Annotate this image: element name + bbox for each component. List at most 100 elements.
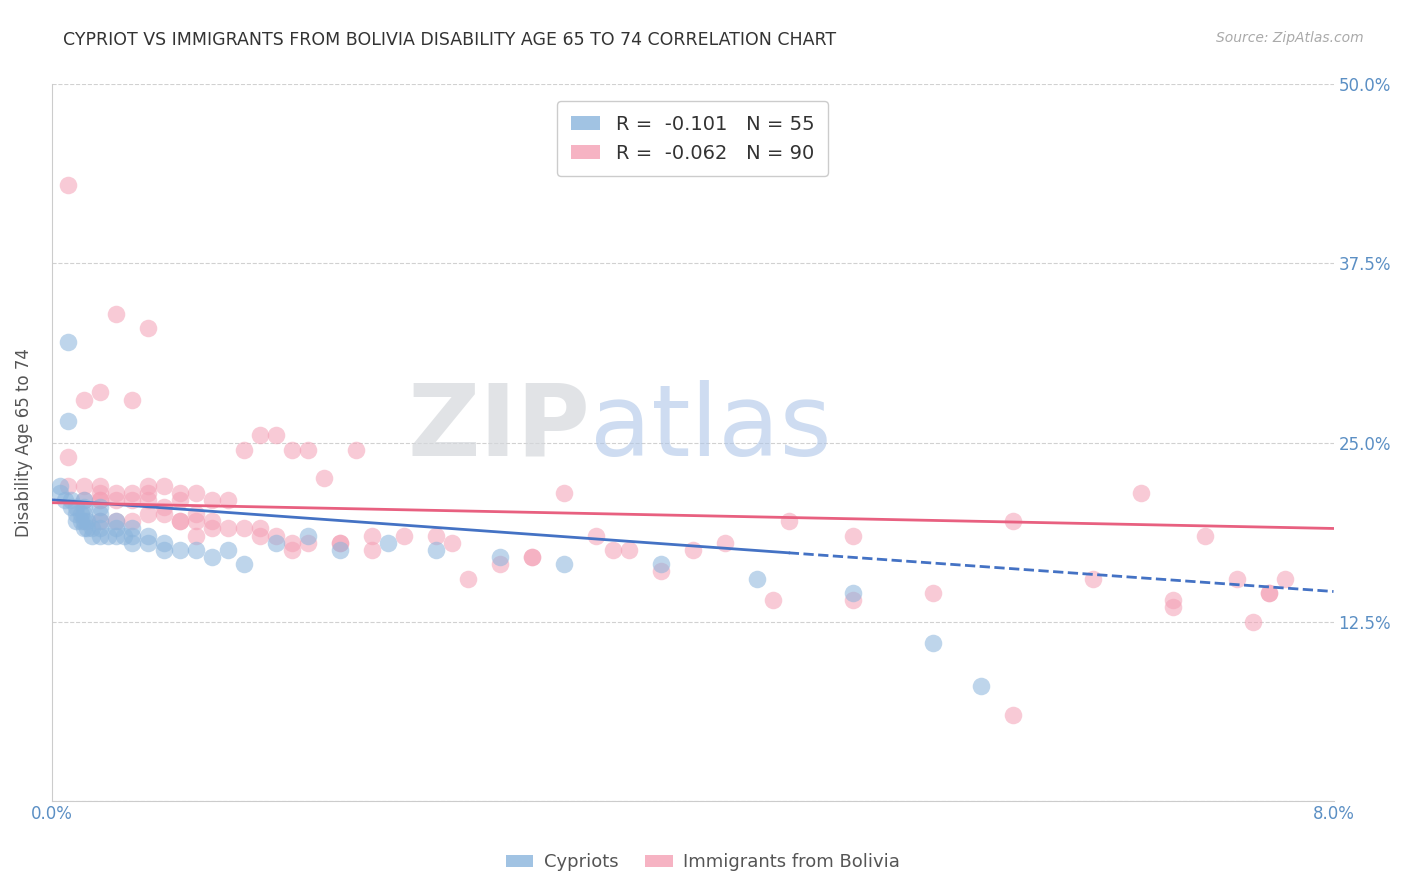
Point (361, 528, 384, 542)
Point (249, 521, 271, 535)
Point (1002, 514, 1025, 528)
Point (104, 521, 127, 535)
Point (553, 558, 575, 572)
Point (73, 478, 96, 492)
Point (73, 507, 96, 521)
Point (136, 321, 159, 335)
Point (49, 485, 72, 500)
Point (281, 442, 304, 457)
Point (264, 528, 287, 542)
Point (184, 528, 207, 542)
Point (522, 550, 544, 565)
Point (184, 507, 207, 521)
Point (104, 514, 127, 528)
Point (201, 514, 224, 528)
Point (970, 679, 993, 693)
Point (56, 478, 79, 492)
Point (104, 307, 127, 321)
Point (89, 514, 111, 528)
Text: ZIP: ZIP (408, 380, 591, 476)
Point (1161, 593, 1184, 607)
Point (112, 528, 135, 542)
Point (184, 543, 207, 558)
Point (361, 543, 384, 558)
Point (121, 492, 143, 507)
Point (56, 178, 79, 192)
Point (233, 521, 256, 535)
Point (329, 543, 352, 558)
Text: Source: ZipAtlas.com: Source: ZipAtlas.com (1216, 31, 1364, 45)
Point (73, 492, 96, 507)
Point (1002, 707, 1025, 722)
Point (249, 528, 271, 542)
Legend: Cypriots, Immigrants from Bolivia: Cypriots, Immigrants from Bolivia (499, 847, 907, 879)
Point (201, 492, 224, 507)
Point (169, 514, 191, 528)
Point (89, 485, 111, 500)
Point (136, 492, 159, 507)
Point (762, 593, 785, 607)
Point (136, 485, 159, 500)
Point (153, 507, 176, 521)
Point (617, 543, 640, 558)
Point (922, 636, 945, 650)
Point (89, 514, 111, 528)
Point (201, 550, 224, 565)
Point (264, 428, 287, 442)
Point (457, 572, 479, 586)
Point (59, 492, 82, 507)
Point (425, 543, 447, 558)
Point (1241, 615, 1264, 629)
Point (682, 543, 704, 558)
Point (89, 492, 111, 507)
Point (329, 536, 352, 550)
Point (1161, 600, 1184, 615)
Point (650, 565, 672, 579)
Point (650, 558, 672, 572)
Point (489, 550, 512, 565)
Point (425, 528, 447, 542)
Point (233, 442, 256, 457)
Point (169, 485, 191, 500)
Point (104, 514, 127, 528)
Point (489, 558, 512, 572)
Point (136, 536, 159, 550)
Point (121, 528, 143, 542)
Point (80, 528, 103, 542)
Point (89, 507, 111, 521)
Point (53, 492, 76, 507)
Point (264, 536, 287, 550)
Point (153, 500, 176, 514)
Point (522, 550, 544, 565)
Point (65, 507, 87, 521)
Legend: R =  -0.101   N = 55, R =  -0.062   N = 90: R = -0.101 N = 55, R = -0.062 N = 90 (557, 102, 828, 177)
Point (153, 478, 176, 492)
Text: CYPRIOT VS IMMIGRANTS FROM BOLIVIA DISABILITY AGE 65 TO 74 CORRELATION CHART: CYPRIOT VS IMMIGRANTS FROM BOLIVIA DISAB… (63, 31, 837, 49)
Point (89, 478, 111, 492)
Point (121, 536, 143, 550)
Point (59, 500, 82, 514)
Point (89, 521, 111, 535)
Point (281, 536, 304, 550)
Point (104, 528, 127, 542)
Point (1274, 572, 1296, 586)
Point (217, 492, 239, 507)
Point (842, 586, 865, 600)
Point (169, 514, 191, 528)
Point (73, 500, 96, 514)
Point (80, 521, 103, 535)
Point (233, 558, 256, 572)
Point (1226, 572, 1249, 586)
Point (585, 528, 607, 542)
Point (394, 528, 416, 542)
Point (1258, 586, 1281, 600)
Point (89, 500, 111, 514)
Point (153, 543, 176, 558)
Point (297, 528, 319, 542)
Point (217, 521, 239, 535)
Point (842, 593, 865, 607)
Point (69, 507, 91, 521)
Point (121, 392, 143, 407)
Point (89, 492, 111, 507)
Point (65, 500, 87, 514)
